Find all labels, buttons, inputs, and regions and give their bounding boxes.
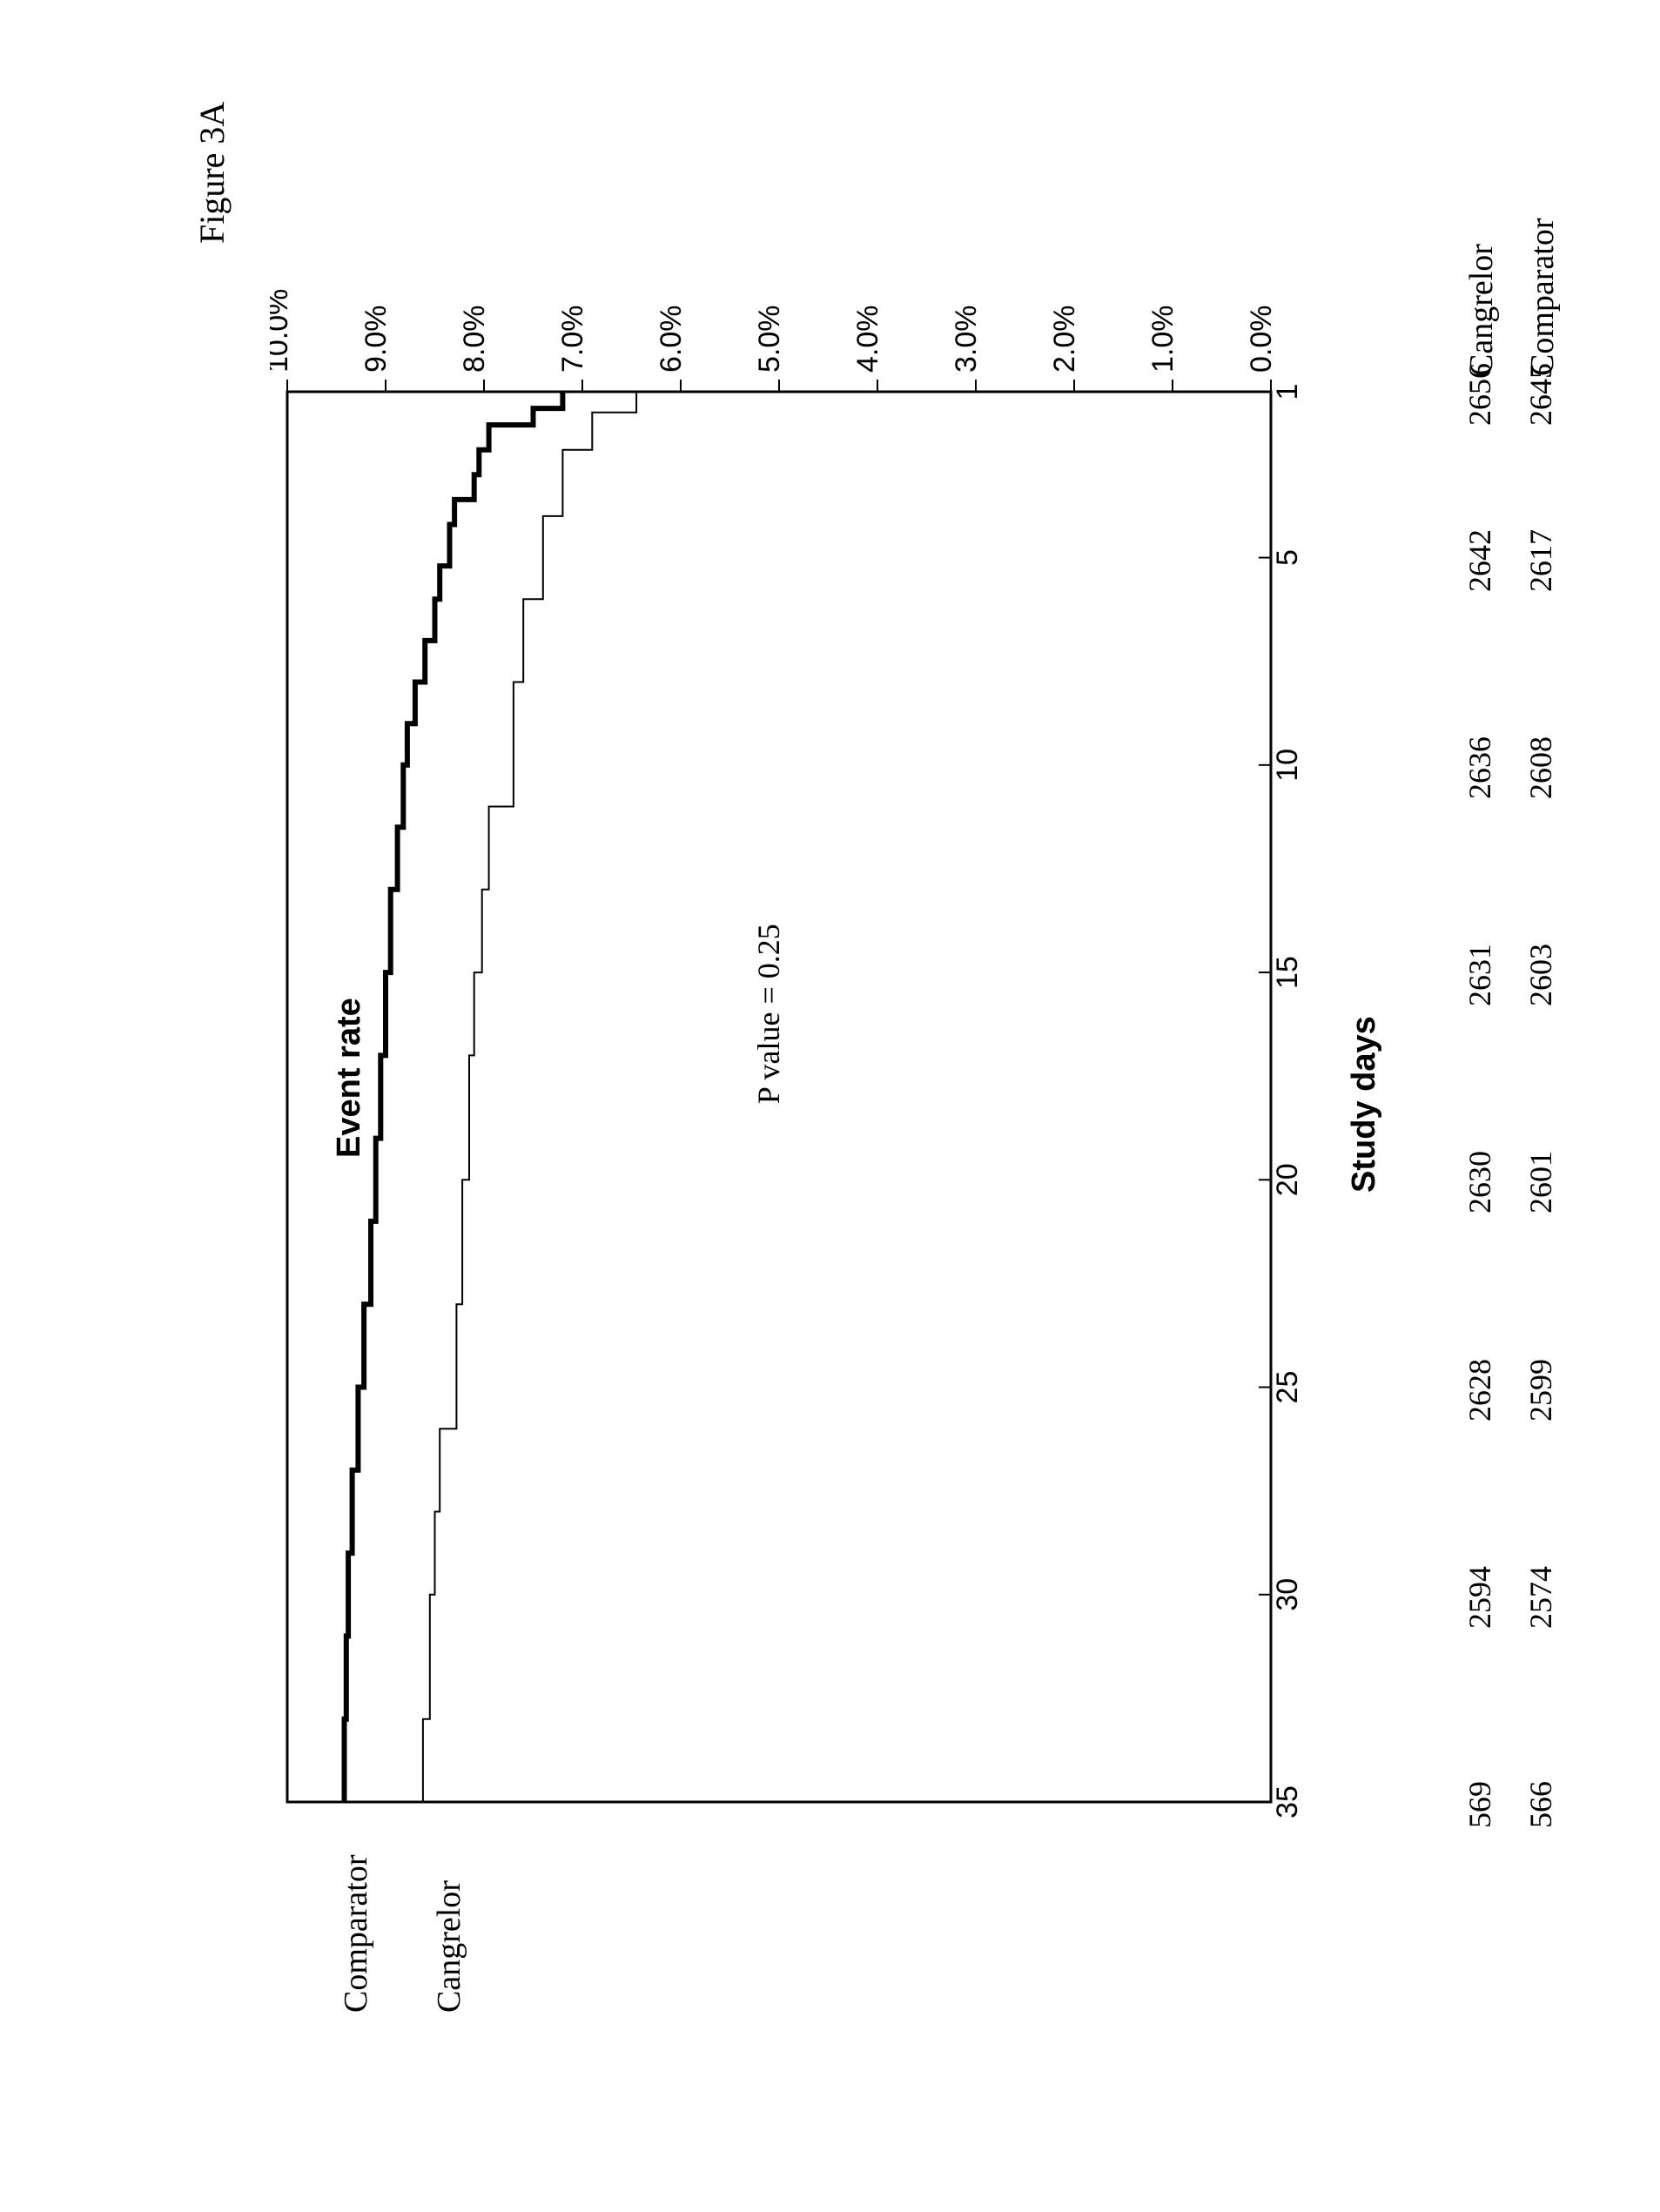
risk-cell: 566 — [1522, 1770, 1559, 1839]
risk-cell: 2636 — [1462, 733, 1498, 803]
svg-text:30: 30 — [1271, 1578, 1304, 1611]
svg-text:0.0%: 0.0% — [1245, 306, 1278, 373]
risk-cell: 2630 — [1462, 1147, 1498, 1217]
y-axis-label: Event rate — [331, 998, 368, 1158]
svg-text:1.0%: 1.0% — [1146, 306, 1179, 373]
svg-text:5: 5 — [1271, 549, 1304, 566]
risk-cell: 2594 — [1462, 1563, 1498, 1632]
svg-text:10: 10 — [1271, 749, 1304, 782]
risk-cell: 2601 — [1522, 1147, 1559, 1217]
risk-cell: 2599 — [1522, 1355, 1559, 1425]
svg-text:9.0%: 9.0% — [360, 306, 393, 373]
risk-cell: 2617 — [1522, 526, 1559, 595]
risk-cell: 2628 — [1462, 1355, 1498, 1425]
x-axis-label: Study days — [1346, 1016, 1383, 1193]
risk-cell: 2645 — [1522, 360, 1559, 429]
svg-text:1: 1 — [1271, 384, 1304, 400]
risk-cell: 2642 — [1462, 526, 1498, 595]
figure-label: Figure 3A — [192, 102, 232, 244]
svg-text:20: 20 — [1271, 1163, 1304, 1196]
at-risk-table — [1428, 279, 1602, 1915]
svg-text:15: 15 — [1271, 956, 1304, 989]
risk-cell: 2631 — [1462, 940, 1498, 1010]
page-root: Figure 3A 0.0% 1.0% 2.0% 3.0% 4.0% 5.0% 6.0% 7.… — [0, 0, 1660, 2212]
series-label-cangrelor: Cangrelor — [430, 1880, 468, 2013]
svg-text:5.0%: 5.0% — [753, 306, 786, 373]
risk-cell: 2656 — [1462, 360, 1498, 429]
risk-cell: 569 — [1462, 1770, 1498, 1839]
p-value-annotation: P value = 0.25 — [751, 924, 786, 1104]
svg-text:7.0%: 7.0% — [556, 306, 589, 373]
svg-text:10.0%: 10.0% — [270, 289, 294, 373]
svg-text:3.0%: 3.0% — [950, 306, 983, 373]
risk-cell: 2608 — [1522, 733, 1559, 803]
svg-text:6.0%: 6.0% — [655, 306, 688, 373]
svg-text:4.0%: 4.0% — [851, 306, 884, 373]
risk-row-label-comparator: Comparator — [1523, 218, 1562, 376]
risk-cell: 2603 — [1522, 940, 1559, 1010]
risk-cell: 2574 — [1522, 1563, 1559, 1632]
risk-row-label-cangrelor: Cangrelor — [1462, 244, 1501, 376]
survival-chart: 0.0% 1.0% 2.0% 3.0% 4.0% 5.0% 6.0% 7.0% 8.0% 9.0%… — [270, 279, 1367, 1915]
svg-text:35: 35 — [1271, 1785, 1304, 1819]
svg-text:8.0%: 8.0% — [458, 306, 491, 373]
series-label-comparator: Comparator — [337, 1854, 375, 2013]
svg-text:25: 25 — [1271, 1371, 1304, 1404]
svg-text:2.0%: 2.0% — [1048, 306, 1081, 373]
chart-svg: 0.0% 1.0% 2.0% 3.0% 4.0% 5.0% 6.0% 7.0% 8.0% 9.0%… — [270, 279, 1367, 1915]
